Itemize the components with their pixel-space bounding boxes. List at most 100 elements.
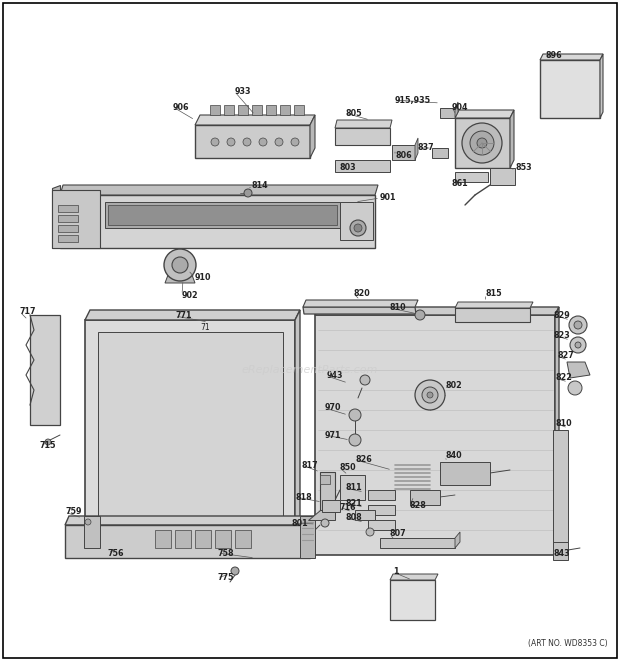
Polygon shape (600, 54, 603, 118)
Circle shape (164, 249, 196, 281)
Polygon shape (175, 530, 191, 548)
Polygon shape (540, 60, 600, 118)
Circle shape (227, 138, 235, 146)
Text: 970: 970 (325, 403, 342, 412)
Polygon shape (455, 532, 460, 548)
Polygon shape (315, 307, 559, 315)
Polygon shape (195, 115, 315, 125)
Circle shape (569, 316, 587, 334)
Circle shape (477, 138, 487, 148)
Polygon shape (235, 530, 251, 548)
Polygon shape (60, 185, 378, 195)
Polygon shape (553, 540, 568, 560)
Polygon shape (195, 530, 211, 548)
Polygon shape (58, 215, 78, 222)
Text: 775: 775 (217, 574, 234, 582)
Polygon shape (540, 54, 603, 60)
Polygon shape (303, 307, 416, 314)
Text: 822: 822 (555, 373, 572, 383)
Text: 843: 843 (553, 549, 570, 557)
Text: 801: 801 (292, 518, 309, 527)
Text: 850: 850 (340, 463, 356, 473)
Polygon shape (280, 105, 290, 115)
Text: 771: 771 (175, 311, 192, 321)
Polygon shape (303, 300, 418, 307)
Polygon shape (368, 490, 395, 500)
Text: 901: 901 (380, 194, 397, 202)
Text: 826: 826 (356, 455, 373, 465)
Circle shape (259, 138, 267, 146)
Polygon shape (105, 202, 340, 228)
Polygon shape (300, 516, 315, 558)
Polygon shape (58, 225, 78, 232)
Text: 717: 717 (20, 307, 37, 317)
Circle shape (354, 224, 362, 232)
Text: 906: 906 (173, 102, 190, 112)
Polygon shape (252, 105, 262, 115)
Polygon shape (310, 516, 314, 558)
Text: 823: 823 (553, 330, 570, 340)
Polygon shape (440, 108, 455, 118)
Circle shape (422, 387, 438, 403)
Polygon shape (410, 490, 440, 505)
Text: 971: 971 (325, 430, 342, 440)
Polygon shape (52, 190, 100, 248)
Polygon shape (368, 520, 395, 530)
Polygon shape (455, 102, 458, 118)
Polygon shape (84, 516, 100, 548)
Polygon shape (58, 205, 78, 212)
Polygon shape (98, 332, 283, 543)
Polygon shape (567, 362, 590, 378)
Polygon shape (490, 168, 515, 185)
Text: 807: 807 (390, 529, 407, 539)
Text: 817: 817 (302, 461, 319, 469)
Polygon shape (224, 105, 234, 115)
Polygon shape (85, 320, 295, 555)
Circle shape (172, 257, 188, 273)
Polygon shape (315, 315, 555, 555)
Circle shape (349, 409, 361, 421)
Text: 716: 716 (340, 502, 356, 512)
Circle shape (574, 321, 582, 329)
Circle shape (349, 434, 361, 446)
Text: 810: 810 (555, 418, 572, 428)
Circle shape (321, 519, 329, 527)
Circle shape (360, 375, 370, 385)
Polygon shape (455, 118, 510, 168)
Text: 803: 803 (340, 163, 356, 173)
Text: (ART NO. WD8353 C): (ART NO. WD8353 C) (528, 639, 608, 648)
Text: 943: 943 (327, 371, 343, 381)
Circle shape (570, 337, 586, 353)
Polygon shape (308, 510, 335, 520)
Polygon shape (58, 235, 78, 242)
Polygon shape (455, 308, 530, 322)
Text: 861: 861 (452, 178, 469, 188)
Text: 910: 910 (195, 274, 211, 282)
Polygon shape (380, 538, 455, 548)
Circle shape (366, 528, 374, 536)
Polygon shape (295, 310, 300, 555)
Text: 715: 715 (40, 440, 56, 449)
Text: 829: 829 (553, 311, 570, 319)
Polygon shape (335, 160, 390, 172)
Polygon shape (165, 275, 195, 283)
Text: 759: 759 (65, 508, 81, 516)
Circle shape (244, 189, 252, 197)
Circle shape (470, 131, 494, 155)
Circle shape (211, 138, 219, 146)
Polygon shape (392, 145, 415, 160)
Text: 810: 810 (390, 303, 407, 313)
Text: 814: 814 (252, 180, 268, 190)
Polygon shape (320, 475, 330, 484)
Circle shape (415, 380, 445, 410)
Polygon shape (310, 115, 315, 158)
Text: 756: 756 (108, 549, 125, 557)
Text: 896: 896 (545, 52, 562, 61)
Text: 915,935: 915,935 (395, 95, 431, 104)
Polygon shape (340, 202, 373, 240)
Polygon shape (340, 475, 365, 500)
Text: 821: 821 (345, 498, 361, 508)
Text: 806: 806 (395, 151, 412, 161)
Text: eReplacementParts.com: eReplacementParts.com (242, 365, 378, 375)
Polygon shape (335, 128, 390, 145)
